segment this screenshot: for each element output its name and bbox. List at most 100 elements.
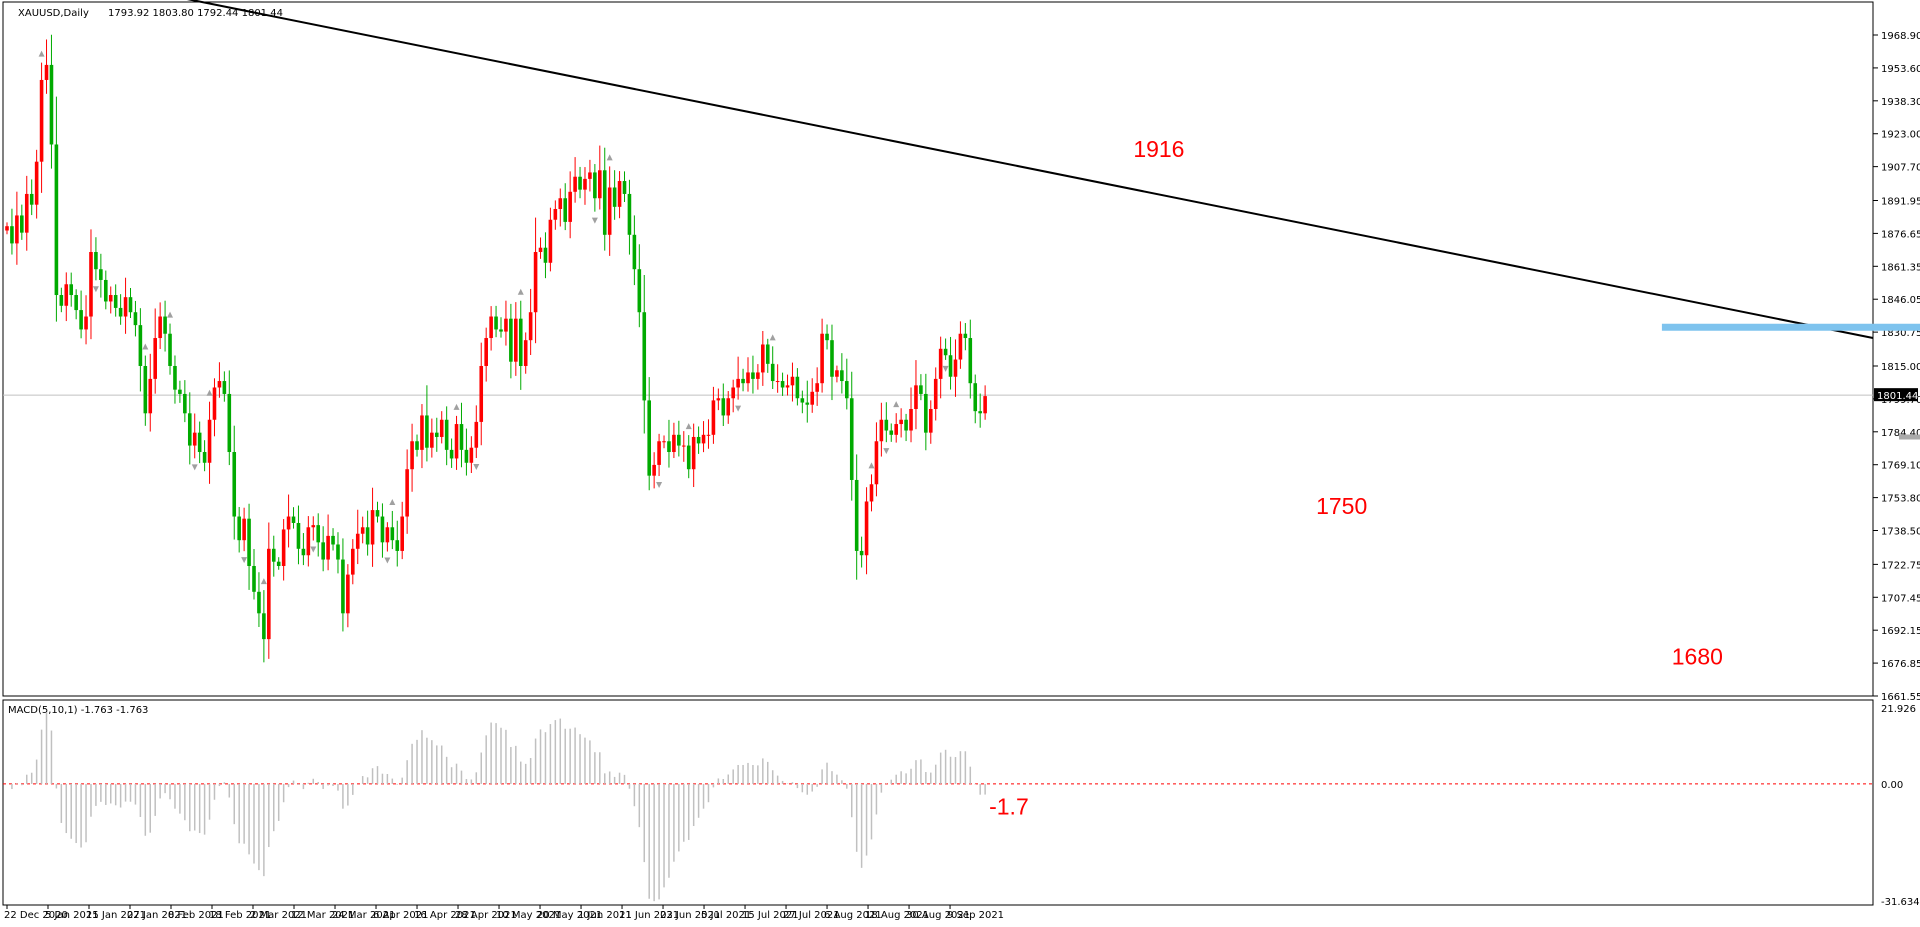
price-axis-ticks: 1968.90 1953.60 1938.30 1923.00 1907.70 1891.…	[1873, 31, 1920, 703]
candle-body	[267, 548, 271, 640]
candle-body	[242, 518, 246, 541]
candle-body	[39, 79, 44, 162]
candle-body	[316, 525, 321, 543]
candle-body	[548, 219, 553, 263]
candle-body	[425, 415, 429, 448]
candle-body	[118, 307, 123, 317]
candle-body	[790, 376, 795, 386]
candle-body	[395, 540, 400, 551]
candle-body	[187, 413, 192, 446]
fractal-up-arrow	[167, 311, 174, 318]
price-tick-label: 1661.55	[1881, 692, 1920, 703]
fractal-down-arrow	[591, 217, 598, 224]
fractal-up-arrow	[606, 154, 613, 161]
macd-tick-label: 21.926	[1881, 704, 1916, 715]
time-tick-label: 12 Mar 2021	[291, 910, 354, 921]
candle-body	[370, 510, 375, 545]
main-plot-border	[2, 1, 1874, 697]
candle-body	[963, 333, 968, 339]
macd-histogram: -1.7	[11, 712, 1029, 902]
candle-body	[677, 434, 681, 446]
candle-body	[795, 376, 800, 399]
candle-body	[607, 187, 612, 235]
candle-body	[751, 372, 755, 379]
time-tick-label: 9 Sep 2021	[947, 910, 1004, 921]
candle-body	[919, 385, 923, 394]
candle-body	[281, 529, 286, 566]
candle-body	[336, 544, 340, 560]
time-tick-label: 20 May 2021	[537, 910, 602, 921]
price-tick-label: 1769.10	[1881, 461, 1920, 472]
candle-body	[583, 178, 587, 190]
fractal-up-arrow	[142, 343, 149, 350]
candle-body	[113, 295, 118, 308]
candle-body	[479, 365, 484, 422]
candle-body	[894, 424, 898, 435]
candle-body	[686, 445, 691, 470]
candle-body	[953, 359, 958, 377]
fractal-down-arrow	[191, 464, 198, 471]
candle-body	[153, 338, 157, 379]
candle-body	[622, 181, 627, 194]
candle-body	[54, 144, 59, 296]
candle-body	[820, 333, 824, 384]
candle-body	[627, 193, 632, 235]
price-tick-label: 1692.15	[1881, 626, 1920, 637]
candle-body	[439, 419, 444, 437]
candle-body	[484, 338, 488, 366]
macd-axis-ticks: 21.926 0.00 -31.634	[3, 700, 1920, 908]
candle-body	[232, 452, 237, 517]
fractal-down-arrow	[883, 448, 890, 455]
candle-body	[15, 215, 19, 244]
candle-body	[331, 535, 335, 545]
candle-body	[464, 449, 469, 463]
candle-body	[10, 226, 14, 244]
candle-body	[301, 548, 306, 556]
candle-body	[192, 432, 197, 446]
candle-body	[257, 591, 261, 614]
time-tick-label: 1 Jun 2021	[578, 910, 632, 921]
candle-body	[879, 419, 884, 442]
fractal-up-arrow	[868, 462, 875, 469]
fractal-down-arrow	[473, 464, 480, 471]
candle-body	[904, 419, 908, 431]
candle-body	[859, 550, 864, 556]
candle-body	[612, 187, 617, 207]
candle-body	[701, 434, 706, 444]
time-tick-label: 18 Feb 2021	[209, 910, 271, 921]
candle-body	[691, 436, 696, 470]
candle-body	[420, 415, 424, 450]
candle-body	[528, 312, 533, 341]
time-tick-label: 23 Jun 2021	[660, 910, 720, 921]
price-tick-label: 1753.80	[1881, 494, 1920, 505]
candle-body	[168, 333, 172, 366]
candle-body	[696, 436, 701, 444]
price-tick-label: 1953.60	[1881, 64, 1920, 75]
candle-body	[74, 295, 78, 311]
candle-body	[20, 215, 24, 233]
candle-body	[933, 378, 938, 410]
candle-body	[44, 64, 49, 80]
candle-body	[864, 501, 869, 556]
candle-body	[262, 613, 266, 640]
candle-body	[79, 310, 83, 330]
candle-body	[805, 402, 810, 405]
candle-body	[222, 381, 227, 394]
main-pane: XAUUSD,Daily 1793.92 1803.80 1792.44 180…	[2, 0, 1920, 703]
candle-body	[405, 469, 409, 517]
candle-body	[835, 370, 839, 377]
candle-body	[123, 297, 128, 317]
candle-body	[647, 400, 651, 476]
candle-body	[746, 372, 750, 384]
candle-body	[449, 449, 454, 459]
fractal-down-arrow	[310, 546, 317, 553]
time-tick-label: 2 Mar 2021	[250, 910, 307, 921]
overlays	[186, 0, 1920, 440]
candle-body	[108, 295, 113, 302]
candle-body	[84, 316, 88, 330]
fractal-down-arrow	[92, 286, 99, 293]
time-tick-label: 15 Jul 2021	[742, 910, 799, 921]
candle-body	[296, 522, 301, 549]
candle-body	[726, 398, 731, 416]
candle-body	[355, 533, 360, 549]
